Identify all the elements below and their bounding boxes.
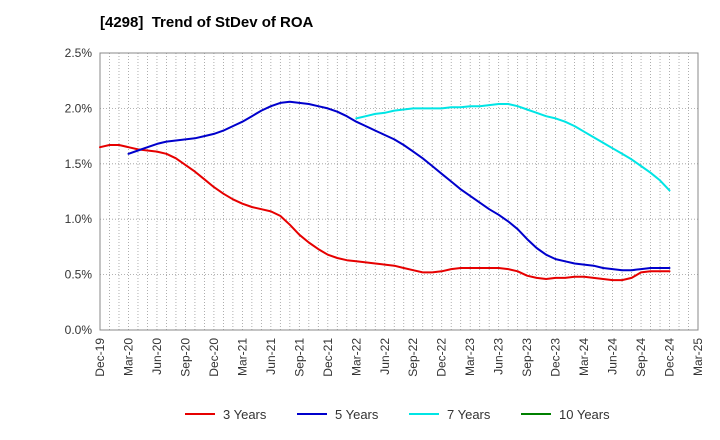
x-tick-label: Mar-22 — [349, 338, 363, 376]
x-tick-label: Jun-21 — [264, 338, 278, 375]
x-tick-label: Sep-24 — [634, 338, 648, 377]
y-tick-label: 1.0% — [65, 212, 93, 226]
legend-label: 3 Years — [223, 407, 267, 422]
x-tick-label: Sep-22 — [406, 338, 420, 377]
plot-area — [100, 53, 698, 330]
x-tick-label: Dec-20 — [207, 338, 221, 377]
y-tick-label: 2.5% — [65, 46, 93, 60]
legend-label: 10 Years — [559, 407, 610, 422]
y-tick-label: 2.0% — [65, 101, 93, 115]
x-tick-label: Jun-20 — [150, 338, 164, 375]
x-tick-label: Sep-21 — [292, 338, 306, 377]
x-tick-label: Mar-25 — [691, 338, 705, 376]
x-tick-label: Mar-24 — [577, 338, 591, 376]
y-tick-label: 0.0% — [65, 323, 93, 337]
plot-border — [99, 52, 699, 331]
x-tick-label: Dec-24 — [663, 338, 677, 377]
x-tick-label: Dec-22 — [435, 338, 449, 377]
y-tick-label: 1.5% — [65, 157, 93, 171]
x-tick-label: Dec-19 — [93, 338, 107, 377]
x-tick-label: Mar-20 — [121, 338, 135, 376]
x-tick-label: Jun-22 — [378, 338, 392, 375]
legend-label: 5 Years — [335, 407, 379, 422]
x-tick-label: Dec-23 — [549, 338, 563, 377]
x-tick-label: Dec-21 — [321, 338, 335, 377]
x-tick-label: Mar-23 — [463, 338, 477, 376]
x-tick-label: Mar-21 — [235, 338, 249, 376]
y-tick-label: 0.5% — [65, 268, 93, 282]
series-line — [127, 100, 671, 272]
legend-label: 7 Years — [447, 407, 491, 422]
chart-title: [4298] Trend of StDev of ROA — [100, 14, 314, 31]
x-tick-label: Sep-20 — [178, 338, 192, 377]
x-tick-label: Jun-23 — [492, 338, 506, 375]
x-tick-label: Sep-23 — [520, 338, 534, 377]
series-line — [355, 103, 671, 192]
series-line — [99, 144, 671, 282]
x-tick-label: Jun-24 — [606, 338, 620, 375]
